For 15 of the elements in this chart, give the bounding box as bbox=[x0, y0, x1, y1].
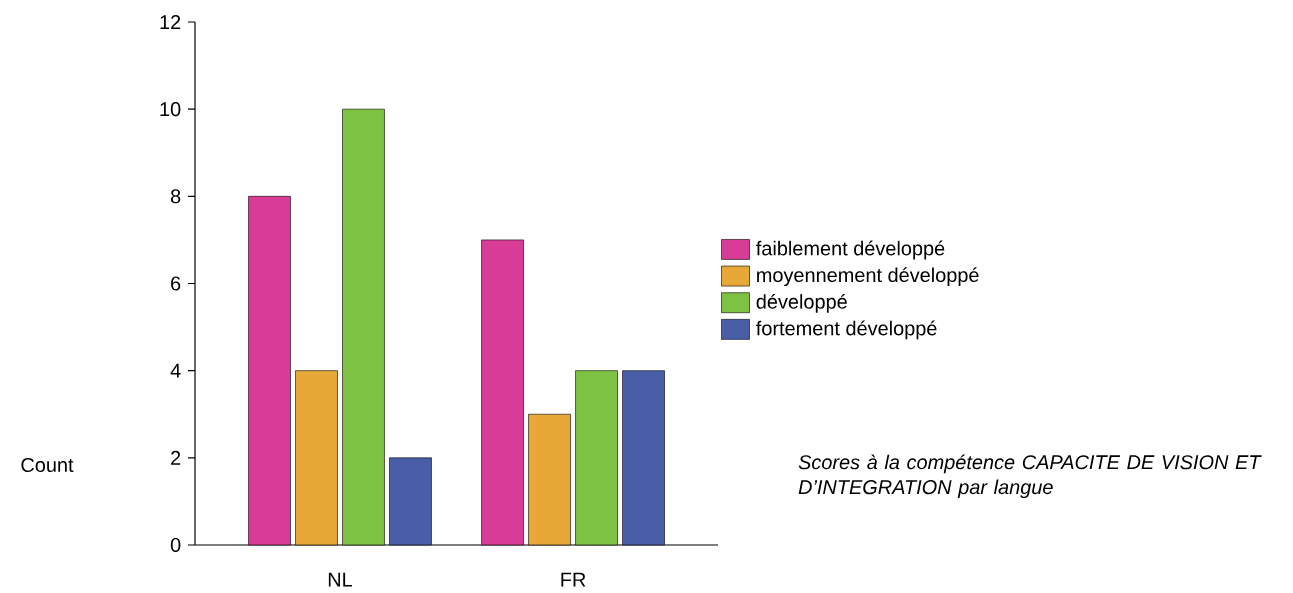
y-tick-label: 10 bbox=[160, 102, 181, 117]
y-tick-label: 0 bbox=[170, 537, 181, 553]
x-tick-label: NL bbox=[328, 572, 353, 587]
legend-label: faiblement développé bbox=[756, 240, 945, 260]
y-axis-title: Count bbox=[21, 457, 74, 473]
y-tick-label: 6 bbox=[171, 276, 181, 291]
y-tick-label: 4 bbox=[170, 363, 181, 378]
legend-label: moyennement développé bbox=[757, 267, 979, 287]
x-tick-label: FR bbox=[561, 572, 586, 587]
y-tick-label: 2 bbox=[171, 450, 181, 465]
text: Scores à la compétence CAPACITE DE VISION ET D’INTEGRATION par langue bbox=[798, 454, 1262, 499]
y-tick-label: 8 bbox=[170, 189, 181, 204]
y-tick-label: 12 bbox=[160, 15, 181, 29]
legend-label: développé bbox=[756, 293, 847, 313]
legend-label: fortement développé bbox=[756, 320, 937, 340]
